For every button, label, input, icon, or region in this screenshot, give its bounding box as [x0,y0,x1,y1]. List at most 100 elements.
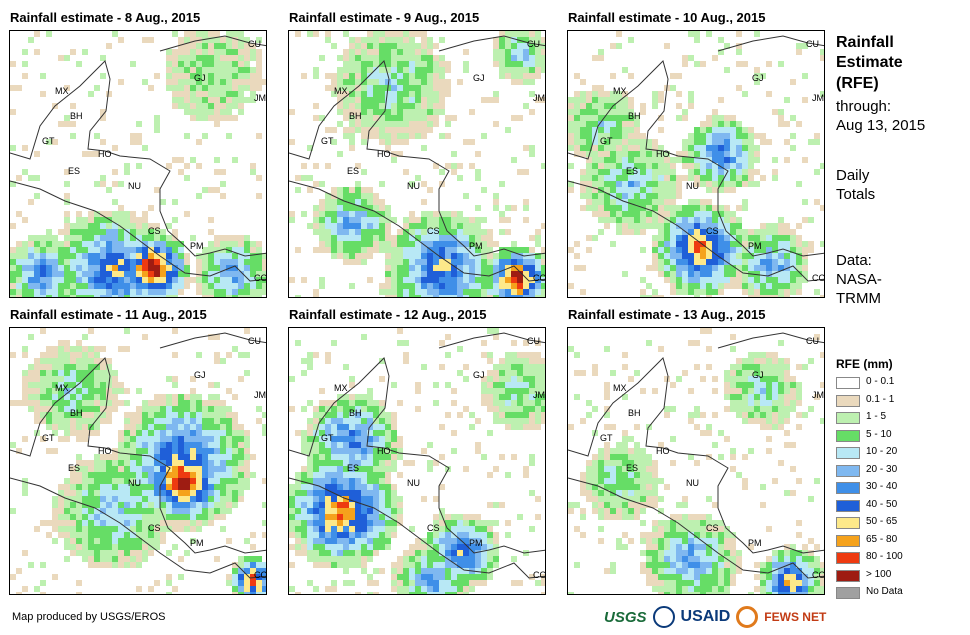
country-label-es: ES [347,166,360,176]
legend-swatch [836,464,860,477]
country-label-cu: CU [806,336,819,346]
country-label-nu: NU [128,478,141,488]
country-label-mx: MX [334,383,348,393]
country-label-mx: MX [334,86,348,96]
country-label-gt: GT [321,136,334,146]
country-label-co: CO [254,570,267,580]
country-label-mx: MX [613,383,627,393]
country-label-bh: BH [628,111,641,121]
country-label-pm: PM [748,241,762,251]
country-label-mx: MX [613,86,627,96]
country-label-nu: NU [128,181,141,191]
map-panel-3: MX BH GT HO ES NU CS PM CO CU GJ JM [567,30,825,298]
country-label-es: ES [68,463,81,473]
fews-net-logo: FEWS NET [764,610,827,624]
country-label-co: CO [533,273,546,283]
country-label-gj: GJ [194,370,206,380]
panel-title-4: Rainfall estimate - 11 Aug., 2015 [10,307,207,322]
country-label-pm: PM [469,538,483,548]
side-title-line2: Estimate [836,54,903,71]
country-label-nu: NU [407,181,420,191]
country-label-bh: BH [349,408,362,418]
country-label-bh: BH [349,111,362,121]
fews-globe-icon [736,606,759,628]
country-label-ho: HO [98,446,112,456]
country-label-ho: HO [98,149,112,159]
map-panel-2: MX BH GT HO ES NU CS PM CO CU GJ JM [288,30,546,298]
country-label-mx: MX [55,383,69,393]
country-label-ho: HO [377,149,391,159]
usgs-logo: USGS [604,608,647,626]
rainfall-map [568,31,824,297]
country-label-cs: CS [706,226,719,236]
country-label-mx: MX [55,86,69,96]
legend-label: 30 - 40 [866,481,898,492]
legend-label: 20 - 30 [866,463,898,475]
side-date: Aug 13, 2015 [836,117,926,134]
map-panel-1: MX BH GT HO ES NU CS PM CO CU GJ JM [9,30,267,298]
legend-swatch [836,482,860,494]
legend-label: 80 - 100 [866,551,903,562]
legend-swatch [836,517,860,529]
country-label-nu: NU [407,478,420,488]
country-label-gj: GJ [473,370,485,380]
side-title-line3: (RFE) [836,75,879,92]
rainfall-map [568,328,824,594]
country-label-gt: GT [42,433,55,443]
country-label-cu: CU [248,39,261,49]
country-label-bh: BH [628,408,641,418]
panel-title-3: Rainfall estimate - 10 Aug., 2015 [568,10,766,25]
country-label-es: ES [626,166,639,176]
side-daily-2: Totals [836,186,876,203]
panel-title-6: Rainfall estimate - 13 Aug., 2015 [568,307,766,322]
rainfall-map [10,328,266,594]
legend-label: 10 - 20 [866,446,898,457]
legend-label: 0.1 - 1 [866,393,895,405]
legend-label: 0 - 0.1 [866,376,895,387]
country-label-co: CO [533,570,546,580]
legend-swatch [836,394,860,407]
country-label-gt: GT [321,433,334,443]
usaid-seal-icon [652,606,675,628]
country-label-gj: GJ [752,370,764,380]
map-credit: Map produced by USGS/EROS [12,611,166,623]
legend-label: 50 - 65 [866,516,898,527]
legend-swatch [836,412,860,424]
legend-label: 1 - 5 [866,411,887,422]
side-data-3: TRMM [836,290,881,307]
country-label-gj: GJ [752,73,764,83]
country-label-ho: HO [656,446,670,456]
country-label-gt: GT [600,433,613,443]
legend-title: RFE (mm) [836,357,893,371]
country-label-es: ES [347,463,360,473]
legend-swatch [836,587,860,599]
country-label-cu: CU [527,336,540,346]
legend-label: > 100 [866,568,892,580]
side-data-2: NASA- [836,271,882,288]
usaid-logo: USAID [680,608,731,625]
country-label-cs: CS [427,226,440,236]
legend-swatch [836,499,860,512]
legend-label: 5 - 10 [866,428,892,440]
logo-bar: USGS USAID FEWS NET [604,603,826,631]
panel-title-2: Rainfall estimate - 9 Aug., 2015 [289,10,480,25]
panel-title-1: Rainfall estimate - 8 Aug., 2015 [10,10,201,25]
country-label-co: CO [812,273,825,283]
country-label-gt: GT [600,136,613,146]
rainfall-map [289,31,545,297]
country-label-bh: BH [70,408,83,418]
side-data-1: Data: [836,252,872,269]
country-label-co: CO [812,570,825,580]
country-label-jm: JM [533,390,545,400]
map-panel-6: MX BH GT HO ES NU CS PM CO CU GJ JM [567,327,825,595]
country-label-jm: JM [533,93,545,103]
legend-label: No Data [866,586,903,597]
legend-label: 65 - 80 [866,533,898,545]
map-panel-5: MX BH GT HO ES NU CS PM CO CU GJ JM [288,327,546,595]
country-label-jm: JM [812,93,824,103]
country-label-gj: GJ [473,73,485,83]
country-label-co: CO [254,273,267,283]
country-label-jm: JM [254,390,266,400]
country-label-bh: BH [70,111,83,121]
country-label-gt: GT [42,136,55,146]
